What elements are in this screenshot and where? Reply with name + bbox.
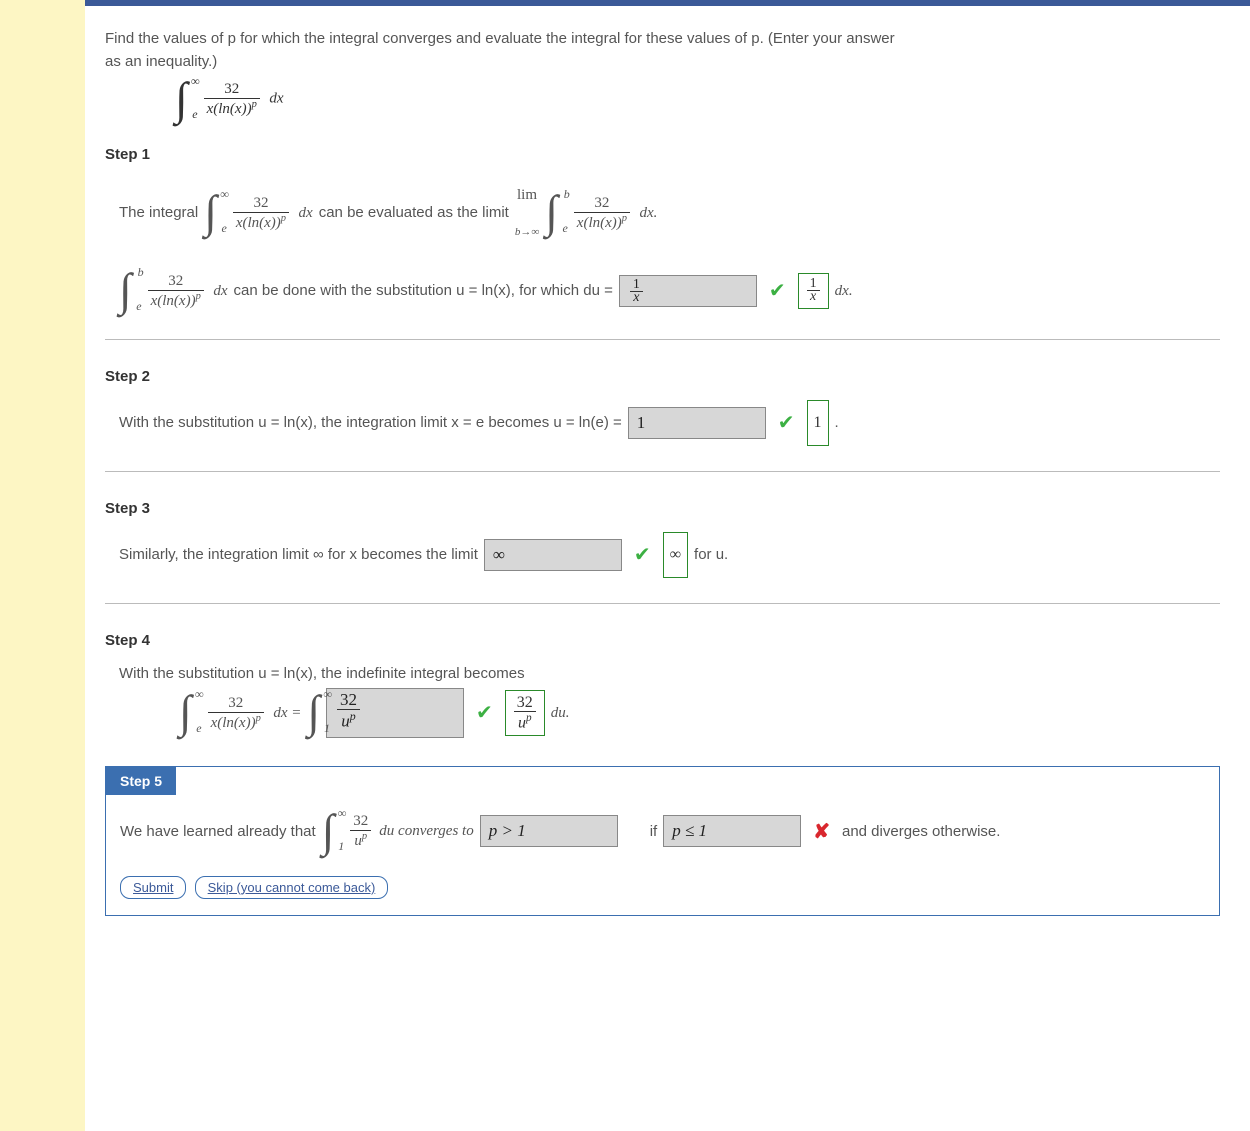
divider — [105, 471, 1220, 472]
step5-int: ∫ ∞ 1 32 up — [322, 813, 374, 850]
bound-upper: ∞ — [191, 77, 200, 87]
step4-answer-input[interactable]: 32 up — [326, 688, 464, 738]
check-icon: ✔ — [778, 399, 795, 447]
step5-container: Step 5 We have learned already that ∫ ∞ … — [105, 766, 1220, 916]
check-icon: ✔ — [476, 689, 493, 737]
step2-correct: 1 — [807, 400, 829, 446]
prompt-line1: Find the values of p for which the integ… — [105, 30, 895, 47]
sidebar-highlight — [0, 0, 85, 1131]
step1-title: Step 1 — [105, 146, 1220, 163]
step1-int2: ∫ b e 32 x(ln(x))p dx. — [545, 194, 657, 231]
step1-text-a: The integral — [119, 195, 198, 231]
step4-correct: 32 up — [505, 690, 545, 737]
step1-int1: ∫ ∞ e 32 x(ln(x))p dx — [204, 194, 313, 231]
problem-prompt: Find the values of p for which the integ… — [105, 28, 1220, 73]
step4-int-lhs: ∫ ∞ e 32 x(ln(x))p dx = — [179, 694, 301, 731]
top-stripe — [85, 0, 1250, 6]
check-icon: ✔ — [634, 531, 651, 579]
step3-text-a: Similarly, the integration limit ∞ for x… — [119, 537, 478, 573]
step4-text-a: With the substitution u = ln(x), the ind… — [119, 663, 1220, 684]
cross-icon: ✘ — [813, 819, 830, 844]
step3-correct: ∞ — [663, 532, 688, 578]
step5-title: Step 5 — [106, 767, 176, 795]
step1-text-c: can be done with the substitution u = ln… — [234, 273, 613, 309]
divider — [105, 603, 1220, 604]
problem-main: Find the values of p for which the integ… — [85, 0, 1250, 1131]
step1-text-b: can be evaluated as the limit — [319, 195, 509, 231]
frac-num: 32 — [204, 81, 260, 99]
step2-title: Step 2 — [105, 368, 1220, 385]
step2-text: With the substitution u = ln(x), the int… — [119, 405, 622, 441]
step3-answer-input[interactable]: ∞ — [484, 539, 622, 571]
step1-correct: 1 x — [798, 273, 829, 309]
skip-button[interactable]: Skip (you cannot come back) — [195, 876, 389, 899]
step4-body: With the substitution u = ln(x), the ind… — [119, 663, 1220, 738]
step5-text-a: We have learned already that — [120, 823, 316, 840]
check-icon: ✔ — [769, 267, 786, 315]
step2-body: With the substitution u = ln(x), the int… — [119, 399, 1220, 447]
step4-int-rhs: ∫ ∞ 1 — [307, 694, 320, 731]
divider — [105, 339, 1220, 340]
prompt-integral: ∫ ∞ e 32 x(ln(x))p dx — [175, 81, 1220, 118]
prompt-line2: as an inequality.) — [105, 53, 217, 70]
step3-text-b: for u. — [694, 537, 728, 573]
step3-body: Similarly, the integration limit ∞ for x… — [119, 531, 1220, 579]
step3-title: Step 3 — [105, 500, 1220, 517]
step5-answer1-input[interactable]: p > 1 — [480, 815, 618, 847]
submit-button[interactable]: Submit — [120, 876, 186, 899]
step1-int3: ∫ b e 32 x(ln(x))p dx — [119, 272, 228, 309]
step1-answer-input[interactable]: 1 x — [619, 275, 757, 307]
step1-body: The integral ∫ ∞ e 32 x(ln(x))p dx can b — [119, 177, 1220, 315]
step5-answer2-input[interactable]: p ≤ 1 — [663, 815, 801, 847]
bound-lower: e — [192, 110, 197, 120]
step4-title: Step 4 — [105, 632, 1220, 649]
step2-answer-input[interactable]: 1 — [628, 407, 766, 439]
step5-text-d: and diverges otherwise. — [842, 823, 1000, 840]
